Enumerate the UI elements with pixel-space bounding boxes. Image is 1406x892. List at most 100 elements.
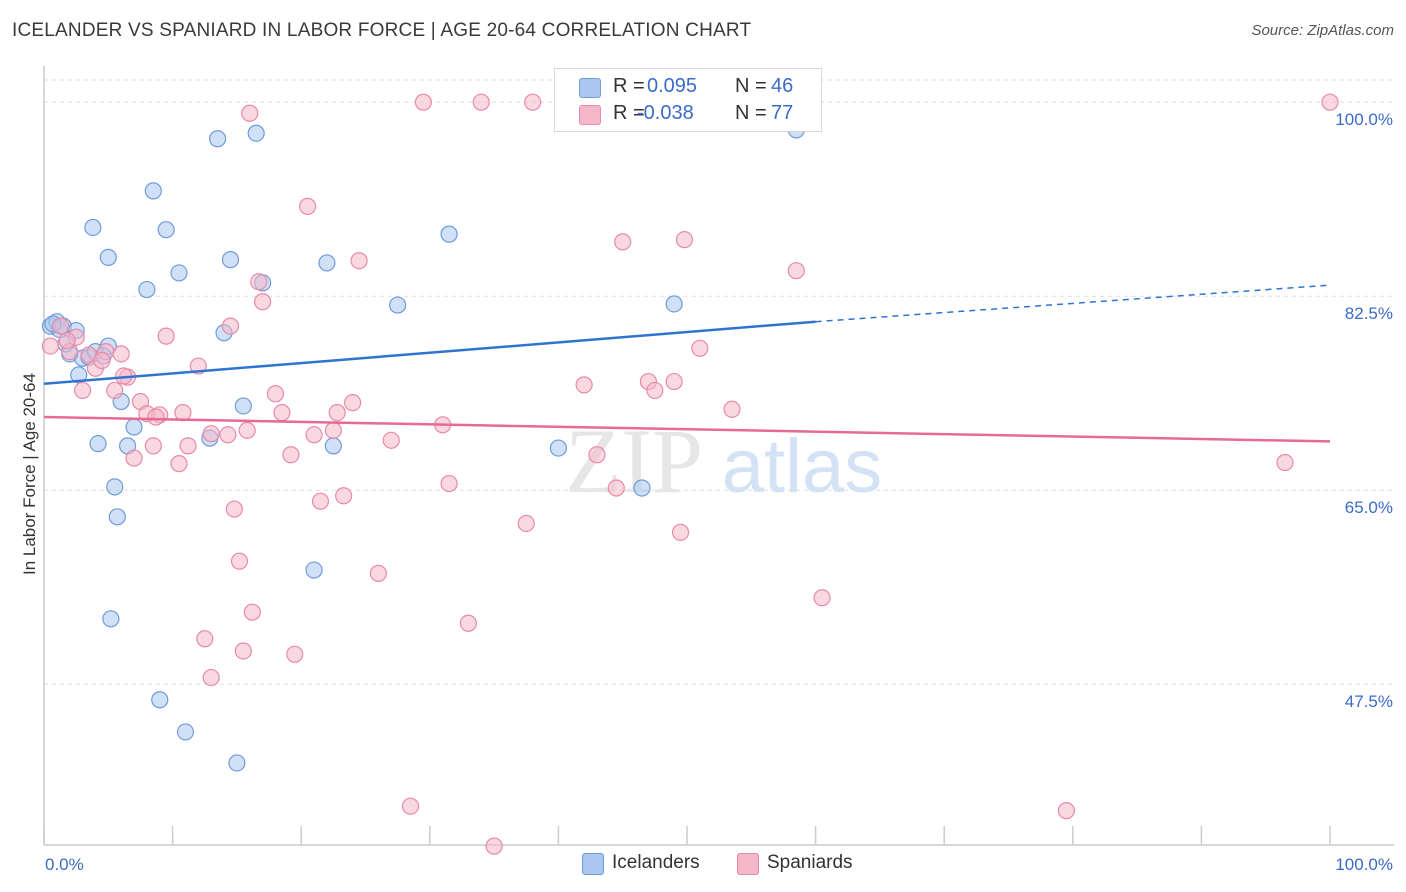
icelander-point: [221, 251, 240, 269]
spaniard-point: [225, 500, 243, 518]
spaniard-point: [157, 327, 175, 345]
stats-r-value: -0.038: [637, 102, 694, 124]
spaniard-point: [328, 404, 346, 422]
stats-n-label: N =: [735, 75, 767, 97]
icelander-point: [176, 723, 195, 741]
icelander-point: [157, 221, 175, 239]
icelander-point: [389, 296, 407, 314]
icelander-point: [549, 439, 568, 457]
y-axis-label: In Labor Force | Age 20-64: [20, 373, 39, 575]
spaniard-point: [286, 645, 304, 663]
icelander-point: [234, 397, 252, 415]
spaniard-trend-line: [43, 415, 1331, 443]
spaniard-point: [646, 381, 664, 400]
icelander-trend-line: [43, 320, 816, 386]
spaniard-point: [485, 837, 503, 855]
spaniard-point: [243, 603, 261, 621]
icelander-point: [108, 508, 126, 526]
spaniard-point: [335, 487, 353, 505]
stats-swatch-spaniards: [579, 105, 601, 125]
spaniard-point: [382, 431, 400, 449]
legend-swatch-spaniards: [737, 853, 759, 875]
spaniard-point: [324, 421, 342, 439]
spaniard-point: [675, 231, 694, 249]
icelander-point: [144, 182, 162, 200]
watermark-atlas: atlas: [722, 424, 883, 509]
spaniard-point: [174, 404, 192, 422]
spaniard-point: [1276, 453, 1294, 472]
spaniard-point: [524, 93, 542, 111]
spaniard-point: [414, 93, 432, 111]
spaniard-point: [41, 337, 60, 355]
icelander-point: [89, 435, 107, 453]
spaniard-point: [517, 514, 535, 533]
spaniard-point: [350, 252, 368, 270]
spaniard-point: [254, 293, 272, 311]
y-tick-label: 47.5%: [1345, 692, 1393, 711]
spaniard-point: [813, 589, 831, 607]
legend-label-icelanders: Icelanders: [612, 852, 700, 873]
spaniard-point: [202, 425, 220, 443]
stats-n-value: 46: [771, 75, 794, 97]
spaniard-point: [282, 446, 300, 464]
icelander-point: [151, 691, 169, 709]
y-tick-label: 82.5%: [1345, 304, 1393, 323]
watermark-zip: ZIP: [565, 410, 703, 512]
stats-r-label: R =: [613, 102, 645, 124]
icelander-point: [324, 437, 342, 455]
icelander-point: [633, 479, 651, 497]
spaniard-point: [234, 642, 252, 660]
spaniard-point: [238, 421, 256, 439]
icelander-point: [247, 124, 265, 142]
icelander-point: [125, 418, 143, 436]
stats-swatch-icelanders: [579, 78, 601, 98]
stats-n-label: N =: [735, 102, 767, 124]
spaniard-point: [344, 394, 362, 412]
spaniard-point: [305, 426, 323, 444]
spaniard-point: [125, 449, 143, 467]
spaniard-point: [230, 552, 249, 570]
spaniard-point: [299, 197, 317, 215]
spaniard-point: [1057, 802, 1075, 820]
y-axis-label-wrap: In Labor Force | Age 20-64: [20, 373, 40, 815]
icelander-point: [440, 225, 458, 243]
spaniard-point: [588, 446, 606, 464]
spaniard-point: [273, 404, 291, 422]
spaniard-point: [671, 523, 690, 541]
stats-r-value: 0.095: [647, 75, 698, 97]
legend-swatch-icelanders: [582, 853, 604, 875]
x-tick-labels: 0.0% 100.0%: [45, 855, 1393, 874]
spaniard-point: [665, 372, 683, 391]
icelander-point: [305, 561, 323, 579]
axes: [43, 66, 1394, 846]
y-tick-label: 65.0%: [1345, 498, 1393, 517]
spaniard-point: [311, 492, 330, 510]
y-tick-label: 100.0%: [1335, 110, 1393, 129]
spaniard-point: [144, 437, 162, 455]
icelander-point: [84, 218, 102, 237]
spaniard-point: [575, 376, 593, 394]
spaniard-point: [723, 400, 741, 418]
spaniard-point: [401, 797, 420, 815]
watermark: ZIP atlas: [565, 410, 882, 512]
spaniard-point: [73, 381, 92, 400]
icelander-point: [228, 754, 246, 772]
x-tick-label: 100.0%: [1335, 855, 1393, 874]
icelander-point: [170, 264, 188, 282]
spaniard-point: [58, 331, 76, 350]
trend-lines: [43, 284, 1331, 443]
icelander-point: [99, 248, 117, 266]
spaniard-point: [241, 104, 259, 122]
source-label: Source: ZipAtlas.com: [1251, 22, 1394, 39]
spaniard-point: [52, 317, 70, 335]
spaniard-point: [112, 345, 130, 363]
spaniard-point: [369, 564, 387, 582]
spaniard-point: [106, 381, 124, 400]
spaniard-point: [459, 614, 477, 632]
icelander-point: [138, 280, 156, 299]
spaniard-point: [266, 385, 285, 403]
icelander-point: [665, 295, 683, 313]
icelander-point: [318, 254, 336, 272]
spaniard-point: [93, 351, 111, 370]
spaniard-point: [614, 233, 632, 251]
